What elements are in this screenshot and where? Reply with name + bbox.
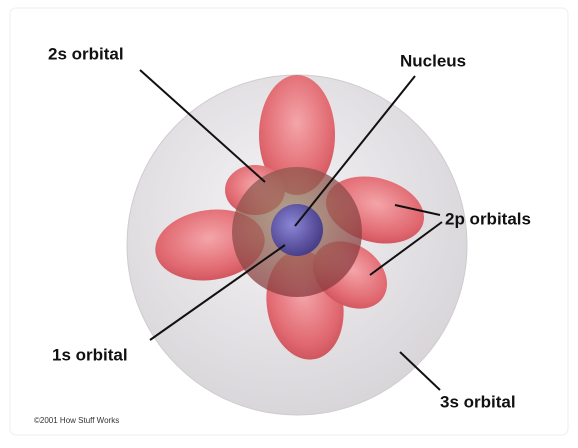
label: Nucleus <box>400 51 466 70</box>
label: 2s orbital <box>48 44 124 63</box>
nucleus <box>271 204 323 256</box>
credit: ©2001 How Stuff Works <box>34 416 119 425</box>
label: 2p orbitals <box>445 209 531 228</box>
pointer <box>394 204 441 216</box>
label: 1s orbital <box>52 345 128 364</box>
label: 3s orbital <box>440 392 516 411</box>
pointer <box>294 75 416 227</box>
pointer <box>399 351 441 391</box>
pointer <box>149 244 286 341</box>
pointer <box>369 221 443 276</box>
pointer <box>139 69 266 183</box>
